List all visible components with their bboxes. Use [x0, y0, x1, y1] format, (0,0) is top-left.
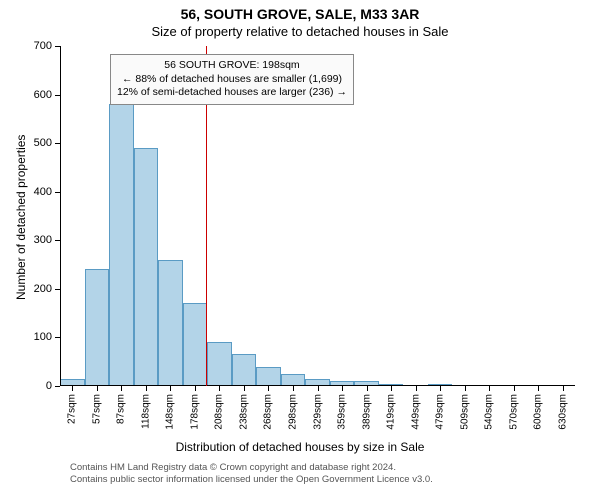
x-axis-label: Distribution of detached houses by size …	[0, 440, 600, 454]
x-tick-mark	[489, 386, 490, 391]
y-tick-mark	[55, 95, 60, 96]
histogram-bar	[232, 354, 257, 386]
histogram-bar	[256, 367, 281, 386]
footer-line2: Contains public sector information licen…	[70, 474, 433, 486]
y-tick-label: 700	[0, 40, 52, 52]
annotation-line2: ← 88% of detached houses are smaller (1,…	[117, 73, 347, 87]
x-tick-mark	[293, 386, 294, 391]
x-tick-label: 87sqm	[116, 394, 127, 424]
y-tick-label: 100	[0, 331, 52, 343]
y-tick-label: 600	[0, 89, 52, 101]
y-tick-label: 200	[0, 283, 52, 295]
x-tick-label: 570sqm	[508, 394, 519, 430]
annotation-box: 56 SOUTH GROVE: 198sqm ← 88% of detached…	[110, 54, 354, 105]
y-tick-label: 0	[0, 380, 52, 392]
y-tick-mark	[55, 337, 60, 338]
x-tick-mark	[146, 386, 147, 391]
x-tick-label: 389sqm	[361, 394, 372, 430]
annotation-line1: 56 SOUTH GROVE: 198sqm	[117, 59, 347, 73]
x-tick-mark	[367, 386, 368, 391]
x-tick-mark	[195, 386, 196, 391]
histogram-bar	[158, 260, 183, 386]
histogram-bar	[85, 269, 110, 386]
y-axis-label: Number of detached properties	[14, 135, 28, 300]
y-tick-mark	[55, 192, 60, 193]
x-tick-label: 479sqm	[435, 394, 446, 430]
x-tick-label: 298sqm	[287, 394, 298, 430]
x-tick-label: 419sqm	[386, 394, 397, 430]
histogram-bar	[109, 104, 134, 386]
x-tick-mark	[342, 386, 343, 391]
x-tick-mark	[219, 386, 220, 391]
chart-container: 56, SOUTH GROVE, SALE, M33 3AR Size of p…	[0, 0, 600, 500]
x-tick-label: 449sqm	[410, 394, 421, 430]
x-tick-mark	[514, 386, 515, 391]
x-tick-label: 148sqm	[165, 394, 176, 430]
chart-title: 56, SOUTH GROVE, SALE, M33 3AR	[0, 6, 600, 22]
histogram-bar	[183, 303, 208, 386]
x-tick-mark	[416, 386, 417, 391]
x-tick-mark	[465, 386, 466, 391]
annotation-line3: 12% of semi-detached houses are larger (…	[117, 86, 347, 100]
y-tick-mark	[55, 240, 60, 241]
x-tick-label: 208sqm	[214, 394, 225, 430]
y-tick-label: 500	[0, 137, 52, 149]
y-tick-mark	[55, 386, 60, 387]
y-axis-line	[60, 46, 61, 386]
histogram-bar	[207, 342, 232, 386]
chart-subtitle: Size of property relative to detached ho…	[0, 24, 600, 39]
x-tick-label: 118sqm	[140, 394, 151, 429]
x-tick-mark	[440, 386, 441, 391]
copyright-footer: Contains HM Land Registry data © Crown c…	[70, 462, 433, 487]
x-tick-mark	[72, 386, 73, 391]
x-tick-label: 540sqm	[484, 394, 495, 430]
footer-line1: Contains HM Land Registry data © Crown c…	[70, 462, 433, 474]
x-tick-mark	[268, 386, 269, 391]
x-tick-mark	[244, 386, 245, 391]
x-tick-mark	[538, 386, 539, 391]
x-tick-label: 359sqm	[337, 394, 348, 430]
x-tick-label: 268sqm	[263, 394, 274, 430]
y-tick-mark	[55, 46, 60, 47]
y-tick-label: 300	[0, 234, 52, 246]
x-tick-label: 238sqm	[238, 394, 249, 430]
x-tick-mark	[563, 386, 564, 391]
y-tick-mark	[55, 289, 60, 290]
x-tick-label: 178sqm	[189, 394, 200, 430]
x-tick-label: 509sqm	[459, 394, 470, 430]
y-tick-mark	[55, 143, 60, 144]
x-tick-label: 329sqm	[312, 394, 323, 430]
x-tick-mark	[391, 386, 392, 391]
x-tick-label: 600sqm	[533, 394, 544, 430]
x-tick-label: 27sqm	[67, 394, 78, 424]
x-tick-mark	[121, 386, 122, 391]
x-tick-mark	[318, 386, 319, 391]
y-tick-label: 400	[0, 186, 52, 198]
histogram-bar	[134, 148, 159, 386]
x-tick-label: 57sqm	[91, 394, 102, 424]
x-tick-mark	[170, 386, 171, 391]
x-tick-mark	[97, 386, 98, 391]
x-tick-label: 630sqm	[557, 394, 568, 430]
